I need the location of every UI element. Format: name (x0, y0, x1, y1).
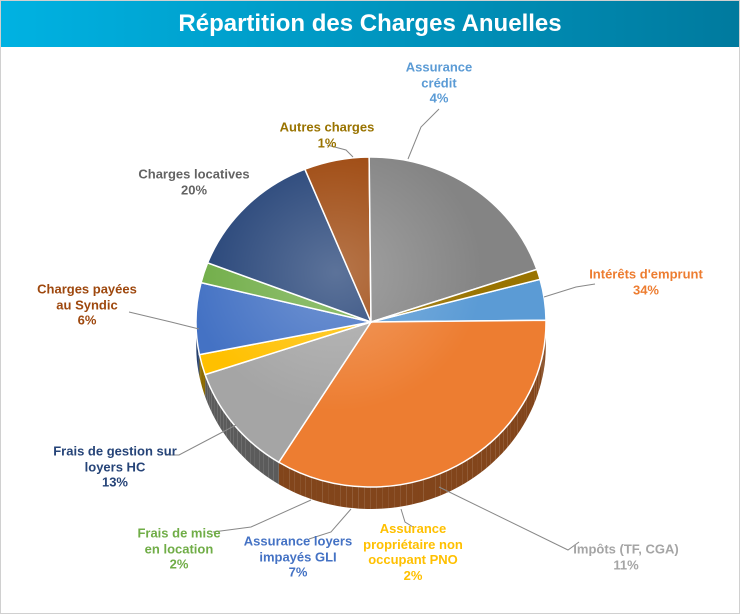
pie-chart-svg (1, 47, 740, 615)
chart-title-bar: Répartition des Charges Anuelles (1, 1, 739, 47)
chart-title-text: Répartition des Charges Anuelles (178, 10, 561, 38)
pie-chart-area: Assurance crédit 4%Intérêts d'emprunt 34… (1, 47, 739, 615)
chart-frame: Répartition des Charges Anuelles Assuran… (0, 0, 740, 614)
